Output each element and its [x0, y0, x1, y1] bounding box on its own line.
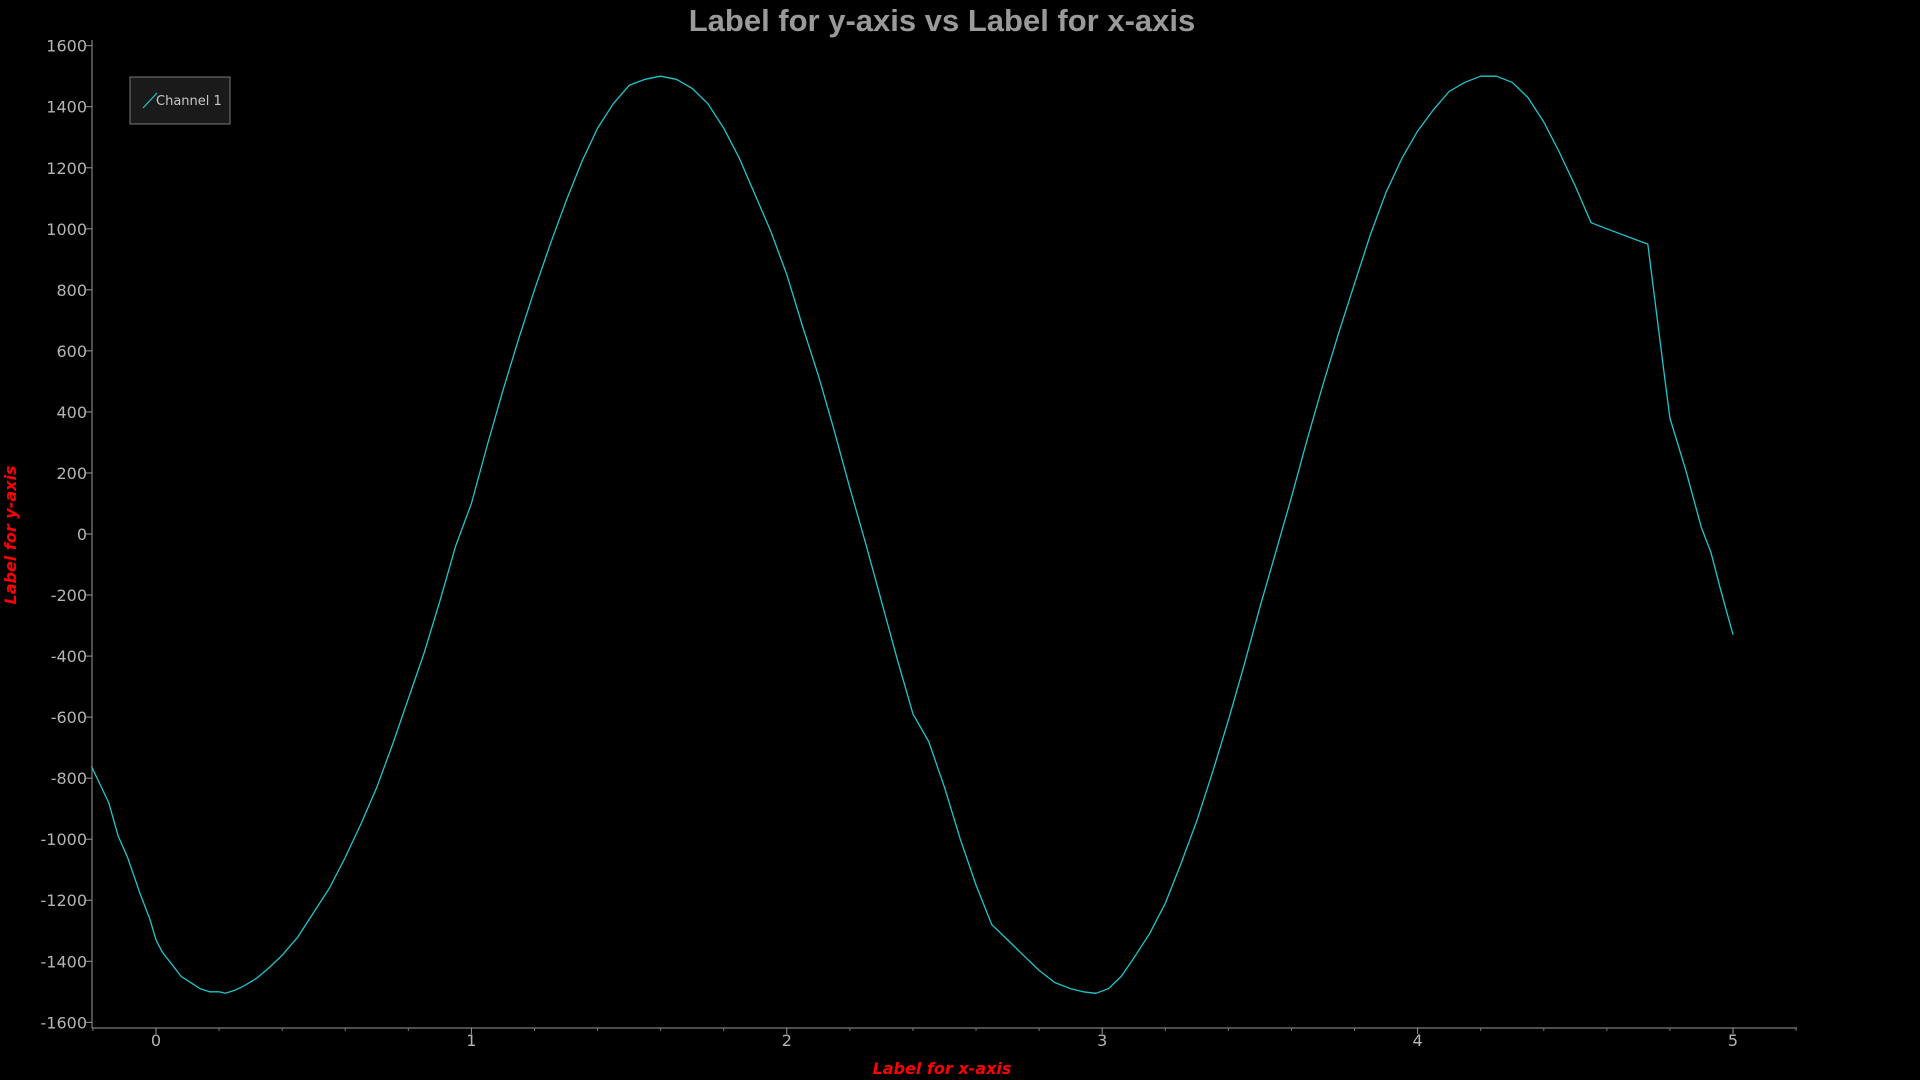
x-tick-label: 4 [1413, 1031, 1423, 1050]
y-tick-label: -1000 [41, 830, 88, 849]
x-axis-label: Label for x-axis [873, 1059, 1012, 1078]
y-tick-label: 1400 [46, 98, 87, 117]
y-tick-label: 600 [56, 342, 87, 361]
axes [91, 40, 1797, 1029]
x-axis-minor-ticks [92, 1028, 1797, 1031]
x-axis-ticks: 0 1 2 3 4 5 [151, 1028, 1738, 1050]
chart-title: Label for y-axis vs Label for x-axis [689, 3, 1196, 38]
y-tick-label: 400 [56, 403, 87, 422]
y-axis-ticks: 1600 1400 1200 1000 800 600 400 200 0 -200 -400 -60… [41, 37, 92, 1032]
y-tick-label: -1600 [41, 1013, 88, 1032]
x-tick-label: 2 [782, 1031, 792, 1050]
y-tick-label: 0 [77, 525, 87, 544]
x-tick-label: 5 [1728, 1031, 1738, 1050]
y-tick-label: -1400 [41, 952, 88, 971]
y-tick-label: 200 [56, 464, 87, 483]
y-tick-label: -1200 [41, 891, 88, 910]
legend-label-channel-1: Channel 1 [156, 94, 222, 109]
x-tick-label: 0 [151, 1031, 161, 1050]
y-tick-label: 1600 [46, 37, 87, 56]
y-tick-label: 800 [56, 281, 87, 300]
legend: Channel 1 [129, 76, 231, 125]
legend-swatch-channel-1 [142, 92, 158, 109]
x-tick-label: 3 [1097, 1031, 1107, 1050]
series-layer [90, 75, 1734, 994]
y-tick-label: 1000 [46, 220, 87, 239]
y-tick-label: -800 [51, 769, 87, 788]
y-tick-label: 1200 [46, 159, 87, 178]
y-axis-label: Label for y-axis [1, 466, 20, 605]
y-tick-label: -600 [51, 708, 87, 727]
series-line-channel-1 [90, 75, 1734, 994]
y-tick-label: -400 [51, 647, 87, 666]
legend-box [129, 76, 231, 125]
x-tick-label: 1 [466, 1031, 476, 1050]
y-tick-label: -200 [51, 586, 87, 605]
